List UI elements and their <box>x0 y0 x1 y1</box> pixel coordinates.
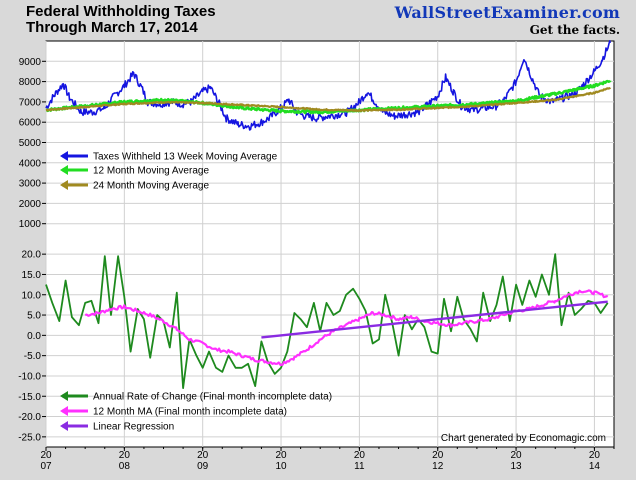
brand-name[interactable]: WallStreetExaminer.com <box>394 3 620 22</box>
x-tick-label-top: 20 <box>275 450 287 461</box>
legend-item: 24 Month Moving Average <box>60 180 209 192</box>
brand-block: WallStreetExaminer.com Get the facts. <box>394 3 620 38</box>
title-block: Federal Withholding Taxes Through March … <box>26 4 216 36</box>
lower-y-tick-label: 20.0 <box>22 250 42 261</box>
legend-label: Annual Rate of Change (Final month incom… <box>93 392 332 403</box>
legend-item: Annual Rate of Change (Final month incom… <box>60 391 332 403</box>
upper-y-tick-label: 8000 <box>19 77 42 88</box>
legend-arrow-icon <box>60 391 68 401</box>
upper-y-tick-label: 4000 <box>19 158 42 169</box>
lower-y-tick-label: -10.0 <box>18 371 41 382</box>
legend-label: 12 Month Moving Average <box>93 166 209 177</box>
series-layer <box>45 40 612 389</box>
legend-layer: Taxes Withheld 13 Week Moving Average 12 … <box>60 151 332 433</box>
chart-title: Federal Withholding Taxes <box>26 3 216 20</box>
x-tick-label-top: 20 <box>197 450 209 461</box>
x-tick-label-top: 20 <box>354 450 366 461</box>
x-tick-label-bottom: 13 <box>511 461 523 472</box>
upper-y-tick-label: 2000 <box>19 199 42 210</box>
x-tick-label-top: 20 <box>119 450 131 461</box>
upper-y-tick-label: 1000 <box>19 219 42 230</box>
x-tick-label-bottom: 12 <box>432 461 444 472</box>
lower-y-tick-label: 0.0 <box>27 331 41 342</box>
axes-layer: 1000 2000 3000 4000 5000 6000 7000 8000 9000 20.0… <box>18 57 615 472</box>
x-tick-label-top: 20 <box>40 450 52 461</box>
lower-y-tick-label: 15.0 <box>22 270 42 281</box>
legend-arrow-icon <box>60 180 68 190</box>
legend-item: Linear Regression <box>60 421 174 433</box>
series-line-taxes-13wk <box>45 40 611 131</box>
x-tick-label-bottom: 14 <box>589 461 601 472</box>
lower-y-tick-label: -15.0 <box>18 392 41 403</box>
legend-label: Taxes Withheld 13 Week Moving Average <box>93 152 278 163</box>
series-line-ma24 <box>45 86 612 113</box>
upper-y-tick-label: 5000 <box>19 138 42 149</box>
legend-label: 12 Month MA (Final month incomplete data… <box>93 407 287 418</box>
legend-item: Taxes Withheld 13 Week Moving Average <box>60 151 278 163</box>
plot-area <box>45 40 615 448</box>
chart-subtitle: Through March 17, 2014 <box>26 19 198 36</box>
x-tick-label-bottom: 10 <box>275 461 287 472</box>
legend-label: 24 Month Moving Average <box>93 181 209 192</box>
lower-y-tick-label: -5.0 <box>24 351 42 362</box>
legend-item: 12 Month Moving Average <box>60 165 209 177</box>
upper-y-tick-label: 9000 <box>19 57 42 68</box>
series-line-ma12 <box>45 79 612 115</box>
legend-arrow-icon <box>60 421 68 431</box>
x-tick-label-top: 20 <box>432 450 444 461</box>
x-tick-label-top: 20 <box>511 450 523 461</box>
upper-y-tick-label: 3000 <box>19 179 42 190</box>
upper-y-tick-label: 6000 <box>19 118 42 129</box>
series-line-regression <box>261 300 608 339</box>
lower-y-tick-label: -25.0 <box>18 432 41 443</box>
legend-item: 12 Month MA (Final month incomplete data… <box>60 406 287 418</box>
chart-credit[interactable]: Chart generated by Economagic.com <box>441 433 606 444</box>
x-tick-label-bottom: 08 <box>119 461 131 472</box>
legend-arrow-icon <box>60 165 68 175</box>
x-tick-label-bottom: 07 <box>40 461 52 472</box>
x-tick-label-bottom: 11 <box>354 461 365 472</box>
lower-y-tick-label: 10.0 <box>22 290 42 301</box>
lower-y-tick-label: -20.0 <box>18 412 41 423</box>
upper-y-tick-label: 7000 <box>19 97 42 108</box>
legend-label: Linear Regression <box>93 422 174 433</box>
x-tick-label-top: 20 <box>589 450 601 461</box>
legend-arrow-icon <box>60 151 68 161</box>
lower-y-tick-label: 5.0 <box>27 311 41 322</box>
legend-arrow-icon <box>60 406 68 416</box>
x-tick-label-bottom: 09 <box>197 461 209 472</box>
brand-tagline: Get the facts. <box>529 23 620 37</box>
